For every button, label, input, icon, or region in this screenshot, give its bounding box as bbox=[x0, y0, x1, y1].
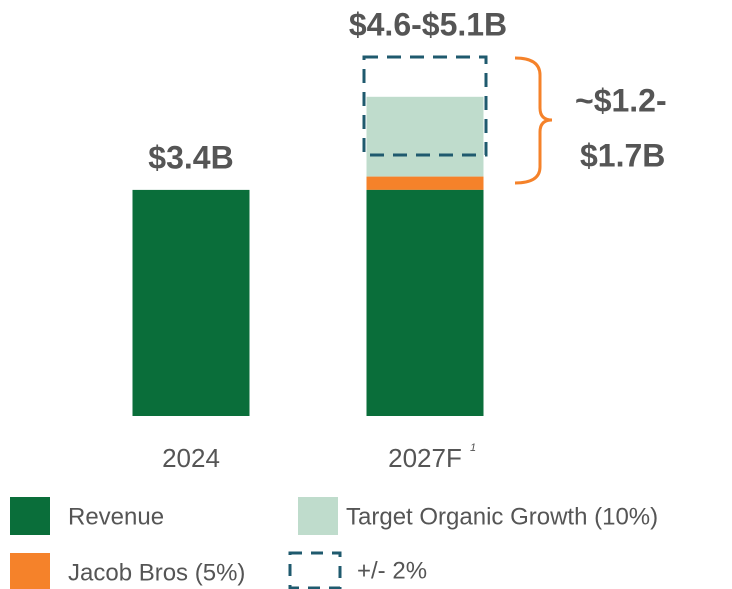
bracket-label: $1.7B bbox=[580, 137, 665, 173]
bar-segment bbox=[366, 176, 484, 190]
x-tick-label: 2027F bbox=[388, 443, 462, 473]
legend-swatch bbox=[10, 553, 50, 589]
bracket bbox=[514, 56, 553, 185]
range-box bbox=[362, 55, 488, 157]
bar-segment bbox=[366, 96, 484, 177]
legend-swatch bbox=[288, 551, 342, 589]
bar-segment bbox=[366, 189, 484, 416]
legend-label: +/- 2% bbox=[357, 557, 427, 584]
legend-swatch bbox=[298, 497, 338, 535]
total-label: $3.4B bbox=[148, 139, 233, 175]
legend-label: Target Organic Growth (10%) bbox=[346, 503, 658, 530]
legend-swatch bbox=[10, 497, 50, 535]
bar-segment bbox=[132, 189, 250, 416]
x-tick-label: 2024 bbox=[162, 443, 220, 473]
legend-label: Revenue bbox=[68, 503, 164, 530]
footnote-marker: 1 bbox=[470, 442, 476, 454]
total-label: $4.6-$5.1B bbox=[349, 6, 507, 42]
legend-label: Jacob Bros (5%) bbox=[68, 559, 245, 586]
bracket-label: ~$1.2- bbox=[575, 82, 667, 118]
